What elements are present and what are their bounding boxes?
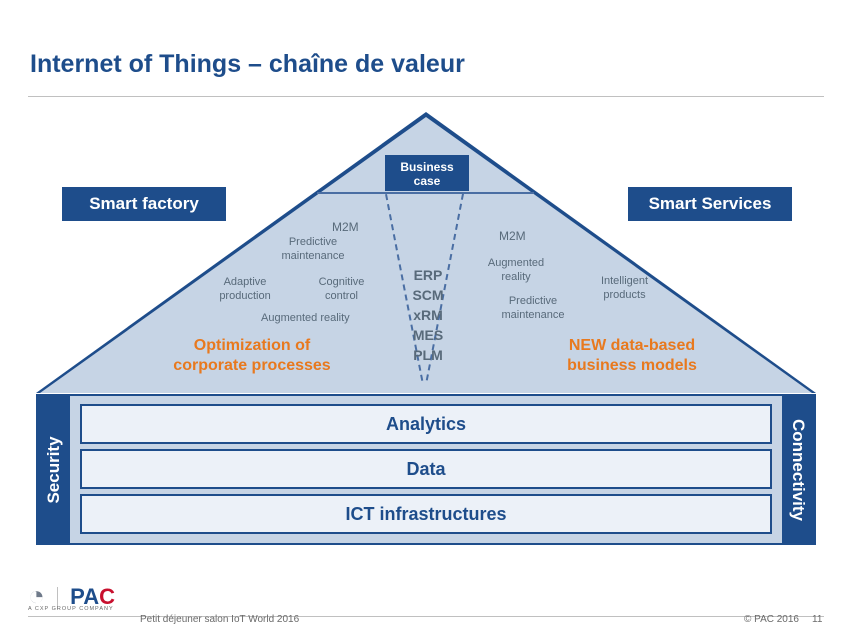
label-right-augmented: Augmentedreality [481, 256, 551, 284]
logo-subtitle: A CXP GROUP COMPANY [28, 606, 114, 612]
stack-mes: MES [406, 325, 450, 345]
badge-smart-services: Smart Services [628, 187, 792, 221]
stack-plm: PLM [406, 345, 450, 365]
business-case-label: Business case [400, 160, 453, 188]
label-left-cognitive: Cognitivecontrol [309, 275, 374, 303]
foundation-block: Security Connectivity Analytics Data ICT… [36, 394, 816, 545]
footer-center: Petit déjeuner salon IoT World 2016 [140, 614, 299, 625]
label-left-augmented: Augmented reality [261, 311, 350, 325]
footer-copyright: © PAC 2016 [744, 614, 799, 625]
label-right-intelligent: Intelligentproducts [592, 274, 657, 302]
badge-smart-factory: Smart factory [62, 187, 226, 221]
pillar-connectivity: Connectivity [782, 396, 814, 543]
label-right-m2m: M2M [499, 229, 526, 243]
label-left-predictive: Predictivemaintenance [273, 235, 353, 263]
caption-left-orange: Optimization ofcorporate processes [152, 336, 352, 376]
layer-ict: ICT infrastructures [80, 494, 772, 534]
label-left-adaptive: Adaptiveproduction [210, 275, 280, 303]
stack-erp: ERP [406, 265, 450, 285]
slide-title: Internet of Things – chaîne de valeur [30, 50, 465, 79]
layer-analytics: Analytics [80, 404, 772, 444]
label-left-m2m: M2M [332, 220, 359, 234]
layer-data: Data [80, 449, 772, 489]
business-case-box: Business case [385, 155, 469, 191]
stack-scm: SCM [406, 285, 450, 305]
footer-page: 11 [812, 614, 822, 625]
caption-right-orange: NEW data-basedbusiness models [542, 336, 722, 376]
apex-divider [317, 192, 534, 194]
stack-xrm: xRM [406, 305, 450, 325]
title-divider [28, 96, 824, 97]
center-stack: ERP SCM xRM MES PLM [406, 265, 450, 365]
label-right-predictive: Predictivemaintenance [493, 294, 573, 322]
pillar-security: Security [38, 396, 70, 543]
